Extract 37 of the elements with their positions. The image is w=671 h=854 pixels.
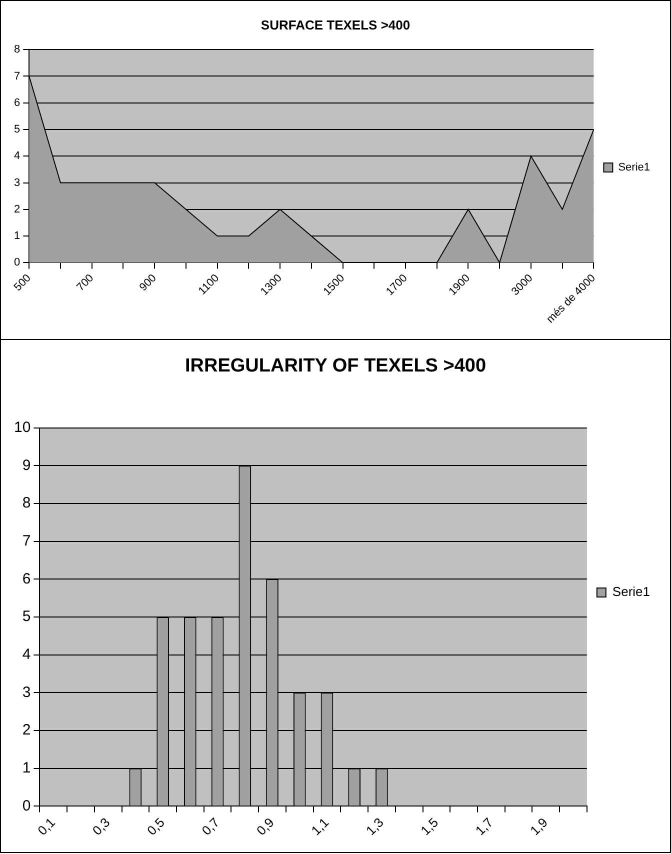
x-tick-label: 700	[74, 272, 96, 294]
x-tick-label: 0,7	[198, 814, 222, 838]
y-tick-label: 6	[22, 570, 31, 588]
legend-label: Serie1	[618, 162, 650, 174]
y-tick-label: 1	[22, 759, 31, 776]
x-tick-label: 0,9	[254, 814, 277, 838]
chart-title: SURFACE TEXELS >400	[260, 17, 410, 32]
y-tick-label: 8	[14, 44, 20, 56]
x-tick-label: 900	[137, 272, 159, 294]
x-tick-label: 1,5	[418, 814, 442, 838]
y-tick-label: 7	[14, 70, 20, 82]
x-tick-label: 0,3	[89, 814, 113, 838]
y-tick-label: 0	[14, 256, 20, 269]
y-tick-label: 3	[22, 684, 31, 701]
y-tick-label: 3	[14, 176, 20, 189]
x-tick-label: 1,7	[472, 814, 496, 838]
x-tick-label: 0,1	[34, 814, 58, 838]
x-tick-label: 1,3	[362, 814, 386, 838]
x-tick-label: 1,9	[527, 814, 551, 838]
y-tick-label: 4	[14, 150, 20, 162]
y-tick-label: 5	[14, 124, 20, 136]
y-tick-label: 7	[22, 532, 31, 550]
legend-label: Serie1	[612, 584, 650, 600]
y-tick-label: 4	[22, 646, 31, 663]
y-tick-label: 6	[14, 96, 20, 109]
chart-title: IRREGULARITY OF TEXELS >400	[184, 356, 486, 377]
y-tick-label: 2	[14, 203, 20, 216]
x-tick-label: 1,1	[308, 814, 332, 838]
x-tick-label: 500	[12, 272, 34, 294]
y-tick-label: 8	[22, 494, 31, 512]
y-tick-label: 9	[22, 456, 31, 474]
x-tick-label: 0,5	[144, 814, 168, 838]
y-tick-label: 1	[14, 230, 20, 242]
y-tick-label: 2	[22, 722, 31, 739]
y-tick-label: 10	[14, 418, 31, 436]
y-tick-label: 0	[22, 797, 31, 814]
y-tick-label: 5	[22, 608, 31, 626]
